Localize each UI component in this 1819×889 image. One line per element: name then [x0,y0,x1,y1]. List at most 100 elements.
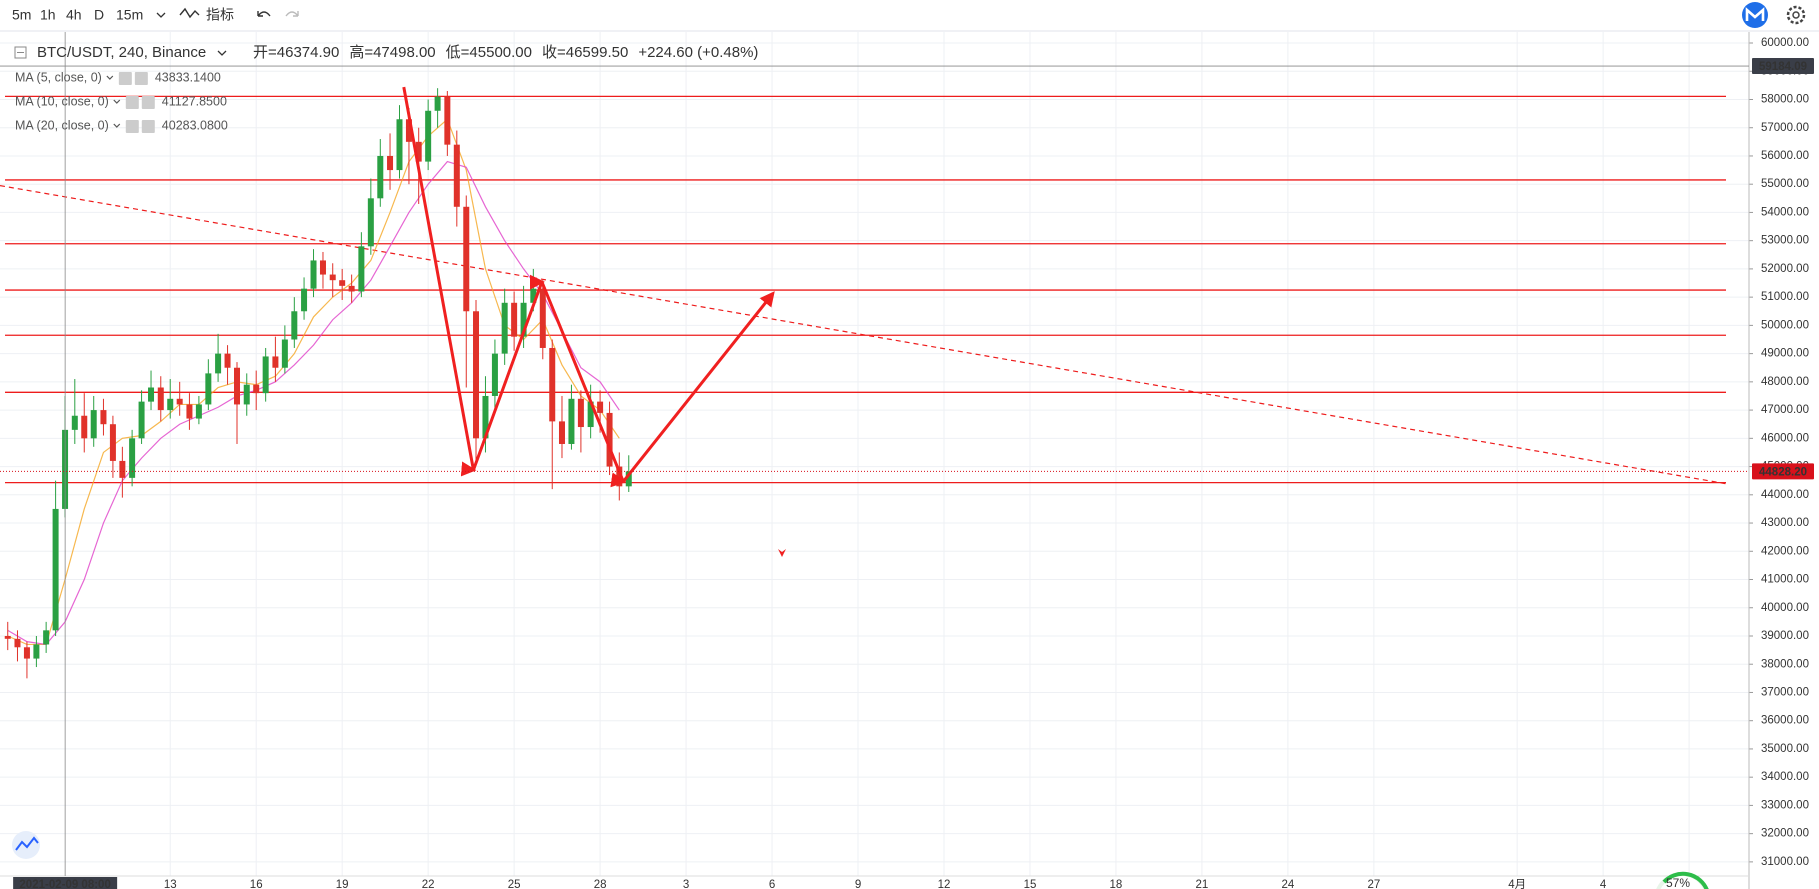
candle-body [377,155,384,199]
candle-body [167,398,174,411]
settings-button[interactable] [1786,5,1806,25]
indicator-name[interactable]: MA (10, close, 0) [15,94,109,108]
interval-button[interactable]: 15m [116,7,143,23]
candle-body [549,347,556,422]
candle-body [243,384,250,405]
x-tick-label: 28 [594,879,607,889]
y-tick-label: 46000.00 [1761,432,1809,444]
x-tick-label: 24 [1281,879,1294,889]
candle-body [491,353,498,396]
grid: 31000.00 32000.00 33000.00 34000.00 35000.00… [0,32,1819,889]
indicator-icon[interactable] [179,7,200,19]
candle-body [329,274,336,281]
logo[interactable] [1742,2,1768,28]
toolbar-bg [0,0,1819,31]
interval-button[interactable]: 5m [12,7,31,23]
trend-line [0,185,1727,485]
ohlc-value: +224.60 (+0.48%) [638,44,758,61]
undo-button[interactable] [257,11,271,17]
candle-body [81,415,88,439]
indicator-remove[interactable] [134,72,148,85]
indicator-visibility[interactable] [118,72,132,85]
candle-body [558,421,565,444]
y-tick-label: 33000.00 [1761,799,1809,811]
indicator-value: 41127.8500 [162,94,227,108]
x-tick-label: 4 [1600,879,1607,889]
symbol-title[interactable]: BTC/USDT, 240, Binance [37,44,206,61]
candle-body [415,141,422,162]
indicators-button[interactable]: 指标 [206,7,234,23]
x-tick-label: 3 [683,879,689,889]
indicator-visibility[interactable] [125,96,139,109]
candle-body [148,387,155,402]
indicator-dropdown[interactable] [106,75,114,80]
plot [4,88,632,679]
y-tick-label: 58000.00 [1761,94,1809,106]
y-tick-label: 32000.00 [1761,828,1809,840]
arrow-path [402,86,775,488]
candle-body [319,260,326,275]
crosshair-time-label: 2021-02-09 08:00 [19,879,110,889]
interval-group: 5m 1h 4h D 15m [12,7,143,23]
candle-body [71,415,78,430]
indicator-name[interactable]: MA (5, close, 0) [15,70,102,84]
price-axis-bg [1749,32,1819,876]
interval-button[interactable]: 1h [40,7,56,23]
y-tick-label: 41000.00 [1761,574,1809,586]
y-tick-label: 42000.00 [1761,545,1809,557]
y-tick-label: 47000.00 [1761,404,1809,416]
candle-body [90,410,97,439]
y-tick-label: 36000.00 [1761,715,1809,727]
indicator-name[interactable]: MA (20, close, 0) [15,118,109,132]
last-price-label: 44828.20 [1759,466,1807,478]
candle-body [176,398,183,405]
indicator-remove[interactable] [141,120,155,133]
collapse-button[interactable] [14,46,27,59]
candle-body [253,384,260,394]
y-tick-label: 43000.00 [1761,517,1809,529]
overlay: 44828.20 59184.09 2021-02-09 08:00 57% [0,32,1814,889]
candle-body [301,288,308,312]
x-tick-label: 25 [508,879,521,889]
ma-line [7,160,620,646]
indicator-visibility[interactable] [125,120,139,133]
interval-button[interactable]: D [94,7,104,23]
candle-body [262,356,269,394]
indicator-remove[interactable] [141,96,155,109]
indicator-dropdown[interactable] [113,123,121,128]
y-tick-label: 49000.00 [1761,348,1809,360]
crosshair-time-tag [13,877,118,889]
alert-marker [778,549,786,557]
y-tick-label: 37000.00 [1761,686,1809,698]
candle-body [444,96,451,145]
logo-mark [1745,7,1765,21]
candle-body [138,401,145,439]
progress-label: 57% [1666,876,1690,889]
symbol-dropdown[interactable] [217,50,227,56]
candle-body [348,285,355,292]
crosshair-price-label: 59184.09 [1759,61,1807,73]
interval-button[interactable]: 4h [66,7,82,23]
indicator-dropdown[interactable] [113,99,121,104]
redo-button[interactable] [285,11,299,17]
candle-body [186,404,193,419]
drawings [0,95,1727,485]
x-tick-label: 6 [769,879,775,889]
candle-body [119,460,126,478]
candle-body [157,387,164,411]
crosshair-price-tag [1752,58,1814,75]
ohlc-value: 开=46374.90 [253,44,339,61]
candle-body [272,356,279,368]
indicator-value: 40283.0800 [162,118,228,132]
candle-body [396,119,403,171]
indicator-legend: MA (5, close, 0) 43833.1400 MA (10, close,… [15,70,228,133]
x-tick-label: 27 [1367,879,1380,889]
ohlc-value: 低=45500.00 [446,44,532,61]
interval-dropdown[interactable] [156,12,166,18]
y-tick-label: 60000.00 [1761,37,1809,49]
candle-body [43,630,50,645]
candle-body [367,198,374,247]
candle-body [597,401,604,413]
candle-body [425,110,432,162]
x-tick-label: 19 [336,879,349,889]
